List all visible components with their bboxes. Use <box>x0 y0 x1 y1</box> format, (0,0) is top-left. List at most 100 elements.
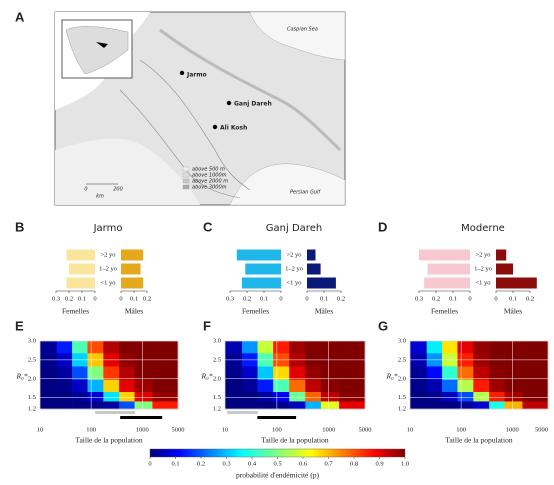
bar <box>69 264 95 275</box>
map-panel: A Jarmo Ganj Dareh Ali Kosh Caspian Sea … <box>15 9 345 205</box>
heat-cell <box>427 341 443 354</box>
x-tick-label: 0.1 <box>260 295 268 302</box>
heat-cell <box>258 341 274 354</box>
category-label: 1–2 yo <box>285 265 303 272</box>
panel-title: Ganj Dareh <box>266 223 322 234</box>
x-tick-label: 5000 <box>535 426 548 433</box>
x-tick-label: 0 <box>93 295 96 302</box>
range-bar <box>257 416 296 419</box>
y-tick-label: 2.0 <box>398 375 406 382</box>
axis-label: Mâles <box>125 307 143 316</box>
sea-label: Caspian Sea <box>287 27 318 33</box>
heat-cell <box>489 380 505 393</box>
panel-label: D <box>378 219 387 234</box>
heat-cell <box>40 392 57 402</box>
heat-cell <box>457 341 473 354</box>
x-tick-label: 0.2 <box>143 295 151 302</box>
bar <box>307 278 336 289</box>
heat-cell <box>258 392 274 402</box>
heat-cell <box>57 401 73 409</box>
category-label: 1–2 yo <box>99 265 117 272</box>
x-tick-label: 0.3 <box>52 295 60 302</box>
heat-cell <box>473 367 489 381</box>
heat-cell <box>225 380 242 393</box>
bar <box>245 264 281 275</box>
heat-cell <box>87 367 103 381</box>
heat-cell <box>473 392 489 402</box>
heat-cell <box>289 341 305 354</box>
heat-cell <box>522 367 548 381</box>
scale-label: 0 <box>84 187 87 193</box>
heat-cell <box>119 401 135 409</box>
x-tick-label: 0.7 <box>324 460 333 467</box>
legend-swatch <box>183 179 189 183</box>
heat-cell <box>103 380 119 393</box>
x-tick-label: 0.2 <box>243 295 251 302</box>
x-tick-label: 0.1 <box>171 460 179 467</box>
bar <box>242 278 281 289</box>
x-tick-label: 0 <box>468 295 471 302</box>
heat-cell <box>242 380 258 393</box>
heat-cell <box>57 380 73 393</box>
heat-cell <box>119 380 135 393</box>
x-tick-label: 0.2 <box>65 295 73 302</box>
x-tick-label: 1000 <box>322 426 335 433</box>
heat-cell <box>457 367 473 381</box>
heat-cell <box>273 380 289 393</box>
heat-cell <box>135 401 153 409</box>
heat-cell <box>473 341 489 354</box>
heat-cell <box>410 401 427 409</box>
y-tick-label: 2.5 <box>398 356 406 363</box>
axis-label: Femelles <box>431 307 458 316</box>
x-tick-label: 10 <box>222 426 229 433</box>
x-tick-label: 0.5 <box>273 460 281 467</box>
x-tick-label: 5000 <box>359 426 372 433</box>
heat-cell <box>442 341 458 354</box>
heat-cell <box>339 341 365 354</box>
site-marker <box>227 101 231 105</box>
panel-title: Jarmo <box>93 223 123 234</box>
heat-cell <box>473 380 489 393</box>
panel-label: F <box>203 318 211 333</box>
heat-cell <box>305 380 321 393</box>
panel-label: B <box>15 219 24 234</box>
legend-swatch <box>183 185 189 189</box>
y-tick-label: 2.5 <box>213 356 221 363</box>
axis-label: Mâles <box>315 307 333 316</box>
heat-cell <box>410 380 427 393</box>
heat-cell <box>522 401 548 409</box>
colorbar-label: probabilité d'endémicité (p) <box>236 471 319 480</box>
x-tick-label: 0.1 <box>509 295 517 302</box>
y-axis-label: R₀* <box>386 372 398 381</box>
site-label: Ganj Dareh <box>234 101 272 108</box>
heat-cell <box>87 401 103 409</box>
site-marker <box>213 125 217 129</box>
heat-cell <box>135 392 153 402</box>
panel-label: E <box>15 318 24 333</box>
heat-cell <box>305 341 321 354</box>
category-label: >2 yo <box>475 251 490 258</box>
heat-cell <box>289 392 305 402</box>
heat-cell <box>57 367 73 381</box>
heat-cell <box>273 392 289 402</box>
bar <box>121 278 143 289</box>
x-tick-label: 0.2 <box>337 295 345 302</box>
heat-cell <box>152 341 178 354</box>
heat-cell <box>152 380 178 393</box>
category-label: 1–2 yo <box>474 265 492 272</box>
heat-cell <box>40 367 57 381</box>
site-label: Jarmo <box>186 72 207 79</box>
bar <box>496 264 513 275</box>
bar <box>237 250 281 261</box>
category-label: <1 yo <box>475 279 490 286</box>
panel-label: C <box>203 219 213 234</box>
y-tick-label: 1.5 <box>398 394 406 401</box>
x-tick-label: 0.4 <box>248 460 257 467</box>
heat-cell <box>225 341 242 354</box>
heat-cell <box>339 392 365 402</box>
bar <box>428 264 471 275</box>
heat-cell <box>87 341 103 354</box>
heat-cell <box>225 367 242 381</box>
panel-label: G <box>378 318 388 333</box>
heat-cell <box>242 367 258 381</box>
